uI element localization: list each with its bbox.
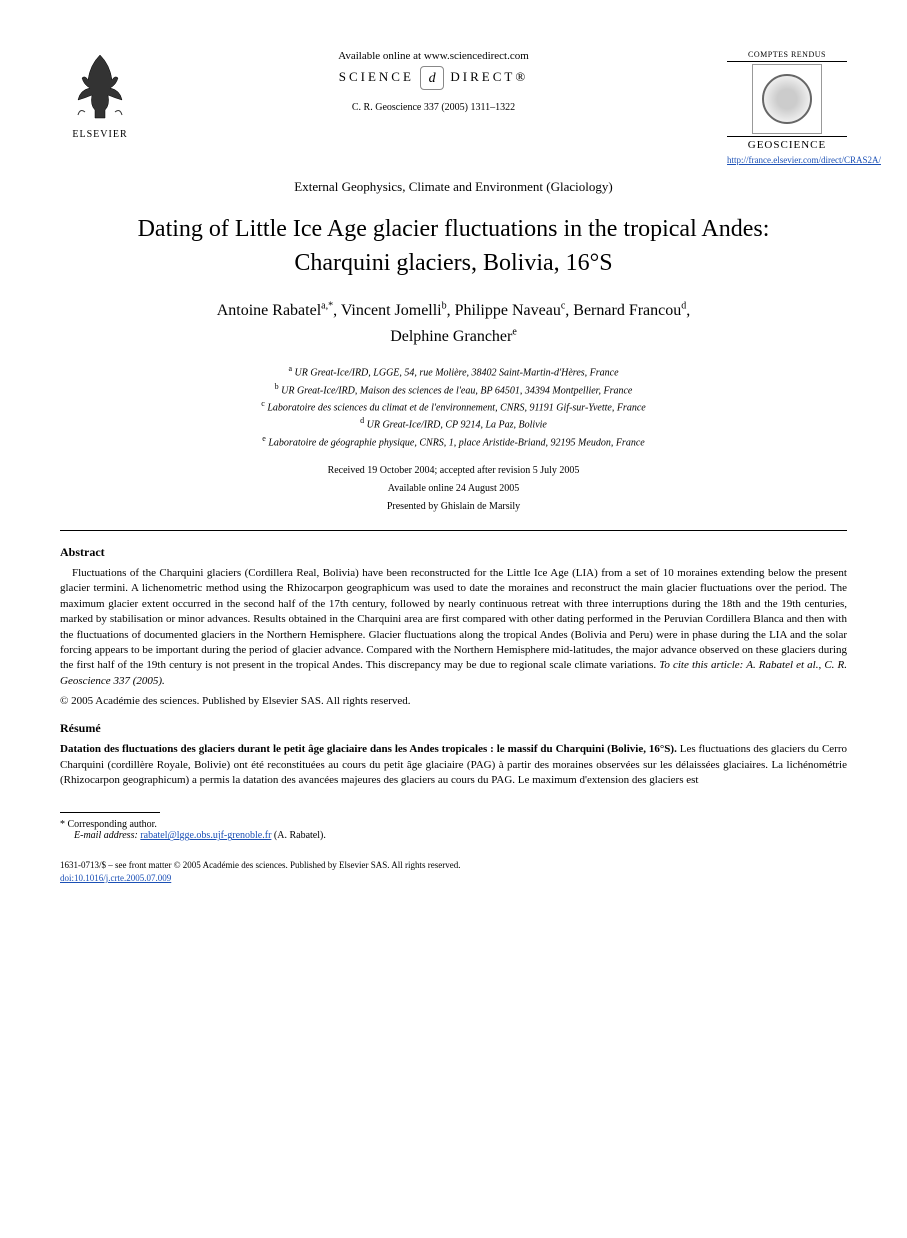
section-line: External Geophysics, Climate and Environ… <box>60 179 847 195</box>
email-link[interactable]: rabatel@lgge.obs.ujf-grenoble.fr <box>140 830 271 841</box>
journal-logo-box <box>752 64 822 134</box>
comptes-rendus-label: COMPTES RENDUS <box>727 50 847 62</box>
received-date: Received 19 October 2004; accepted after… <box>60 462 847 480</box>
science-direct-logo: SCIENCE d DIRECT® <box>140 66 727 90</box>
online-date: Available online 24 August 2005 <box>60 480 847 498</box>
citation-line: C. R. Geoscience 337 (2005) 1311–1322 <box>140 102 727 113</box>
affiliation-b: b UR Great-Ice/IRD, Maison des sciences … <box>60 381 847 398</box>
journal-url-link[interactable]: http://france.elsevier.com/direct/CRAS2A… <box>727 155 847 165</box>
journal-badge: COMPTES RENDUS GEOSCIENCE http://france.… <box>727 50 847 165</box>
dates-block: Received 19 October 2004; accepted after… <box>60 462 847 516</box>
resume-body: Datation des fluctuations des glaciers d… <box>60 742 847 788</box>
affiliation-d: d UR Great-Ice/IRD, CP 9214, La Paz, Bol… <box>60 415 847 432</box>
corresponding-author: * Corresponding author. <box>60 819 847 830</box>
author-0: Antoine Rabatela,* <box>217 302 333 319</box>
abstract-body: Fluctuations of the Charquini glaciers (… <box>60 566 847 689</box>
footer-divider <box>60 812 160 813</box>
email-label: E-mail address: <box>74 830 138 841</box>
resume-title-bold: Datation des fluctuations des glaciers d… <box>60 743 677 755</box>
author-3: Bernard Francoud <box>573 302 686 319</box>
at-symbol-icon: d <box>420 66 444 90</box>
affiliation-a: a UR Great-Ice/IRD, LGGE, 54, rue Molièr… <box>60 363 847 380</box>
authors-block: Antoine Rabatela,*, Vincent Jomellib, Ph… <box>60 298 847 349</box>
title-line2: Charquini glaciers, Bolivia, 16°S <box>294 250 612 276</box>
science-label-left: SCIENCE <box>339 69 414 84</box>
elsevier-label: ELSEVIER <box>60 129 140 140</box>
divider-top <box>60 530 847 531</box>
bottom-line: 1631-0713/$ – see front matter © 2005 Ac… <box>60 859 847 884</box>
presented-by: Presented by Ghislain de Marsily <box>60 498 847 516</box>
author-4: Delphine Granchere <box>390 328 517 345</box>
affiliations-block: a UR Great-Ice/IRD, LGGE, 54, rue Molièr… <box>60 363 847 450</box>
resume-heading: Résumé <box>60 721 847 736</box>
abstract-copyright: © 2005 Académie des sciences. Published … <box>60 695 847 707</box>
author-1: Vincent Jomellib <box>341 302 447 319</box>
affiliation-e: e Laboratoire de géographie physique, CN… <box>60 433 847 450</box>
science-label-right: DIRECT® <box>450 69 528 84</box>
title-line1: Dating of Little Ice Age glacier fluctua… <box>138 216 770 242</box>
elsevier-logo: ELSEVIER <box>60 50 140 140</box>
header-row: ELSEVIER Available online at www.science… <box>60 50 847 165</box>
center-header: Available online at www.sciencedirect.co… <box>140 50 727 113</box>
email-line: E-mail address: rabatel@lgge.obs.ujf-gre… <box>74 830 847 841</box>
abstract-heading: Abstract <box>60 545 847 560</box>
email-name: (A. Rabatel). <box>274 830 326 841</box>
elsevier-tree-icon <box>70 50 130 120</box>
geoscience-label: GEOSCIENCE <box>727 136 847 151</box>
available-online-text: Available online at www.sciencedirect.co… <box>140 50 727 62</box>
journal-seal-icon <box>762 74 812 124</box>
issn-line: 1631-0713/$ – see front matter © 2005 Ac… <box>60 859 847 872</box>
author-2: Philippe Naveauc <box>455 302 566 319</box>
article-title: Dating of Little Ice Age glacier fluctua… <box>60 213 847 280</box>
doi-link[interactable]: doi:10.1016/j.crte.2005.07.009 <box>60 872 847 885</box>
affiliation-c: c Laboratoire des sciences du climat et … <box>60 398 847 415</box>
